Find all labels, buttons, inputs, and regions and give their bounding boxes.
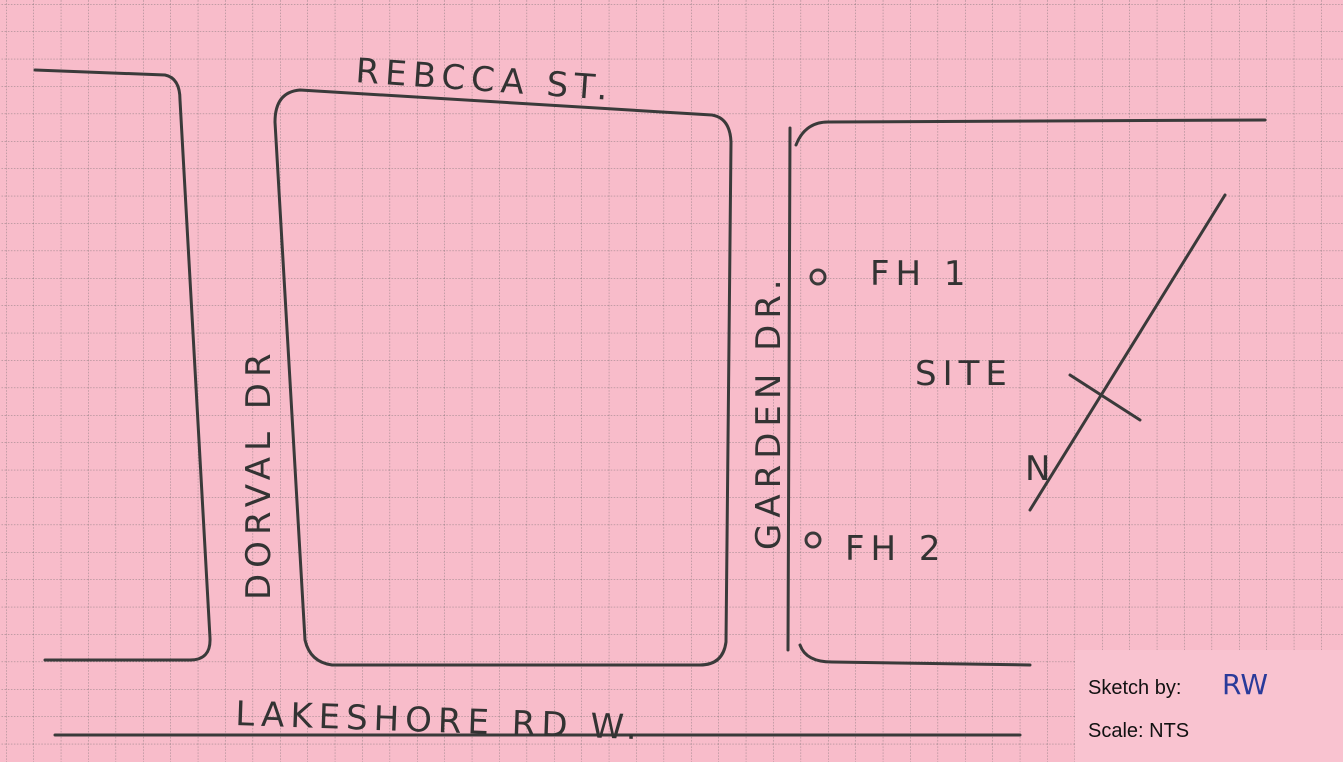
north-label: N	[1025, 449, 1056, 489]
street-label: GARDEN DR.	[749, 273, 789, 550]
legend-author: RW	[1222, 668, 1268, 701]
sketch: REBCCA ST. DORVAL DR GARDEN DR. LAKESHOR…	[0, 0, 1343, 762]
site-label: SITE	[915, 354, 1013, 394]
legend-label: Sketch by:	[1088, 677, 1181, 699]
legend-scale: Scale: NTS	[1088, 720, 1189, 742]
hydrant-label: FH 2	[845, 529, 947, 569]
legend-box	[1075, 650, 1343, 762]
grid	[0, 0, 1343, 762]
street-label: DORVAL DR	[239, 347, 279, 600]
hydrant-label: FH 1	[870, 254, 972, 294]
